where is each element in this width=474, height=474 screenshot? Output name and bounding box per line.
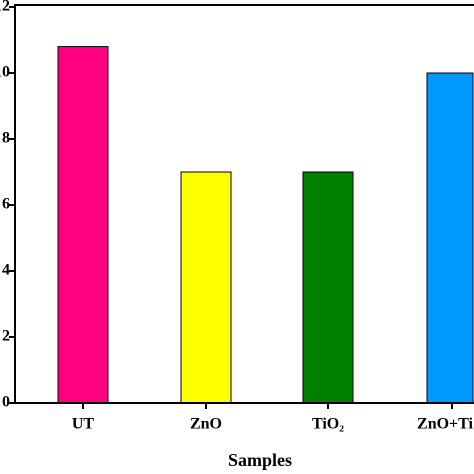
y-tick-label: 0: [2, 394, 10, 411]
y-tick-label: 2: [2, 328, 10, 345]
x-tick-label: TiO₂: [312, 416, 344, 433]
bar: [180, 171, 232, 404]
y-tick-label: 8: [2, 130, 10, 147]
x-axis-title: Samples: [228, 450, 292, 470]
y-tick-label: 6: [2, 196, 10, 213]
bar: [302, 171, 354, 404]
bar: [57, 46, 109, 404]
x-tick-label: UT: [72, 416, 95, 433]
y-tick-label: 4: [2, 262, 10, 279]
bar: [426, 72, 474, 404]
x-tick-label: ZnO+Ti: [417, 416, 474, 433]
y-tick-label: 12: [0, 0, 10, 15]
x-tick-label: ZnO: [190, 416, 222, 433]
y-tick-label: 10: [0, 64, 10, 81]
